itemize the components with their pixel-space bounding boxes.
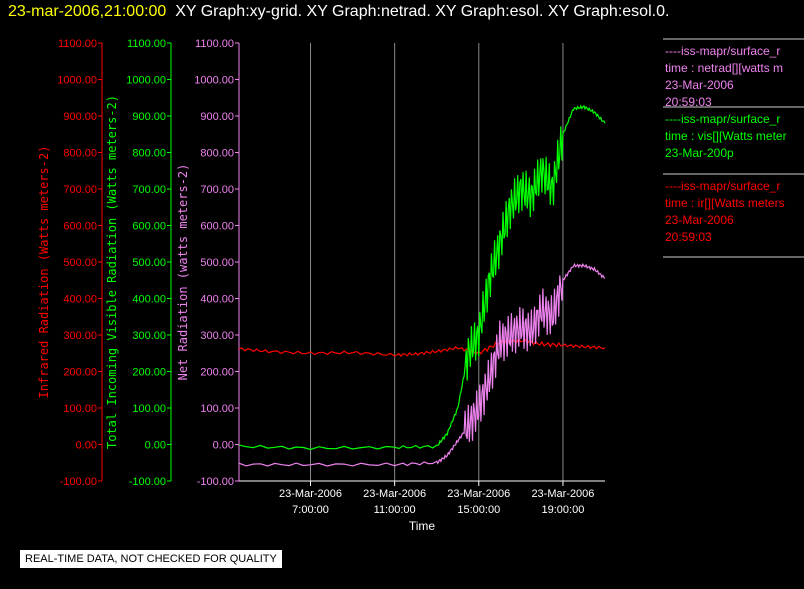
y-tick-label: 800.00 (200, 148, 234, 160)
y-tick-label: 200.00 (200, 367, 234, 379)
y-tick-label: 600.00 (132, 221, 166, 233)
axes: 23-Mar-2006 7:00:00 23-Mar-2006 11:00:00 23-… (37, 38, 605, 533)
y-tick-label: 100.00 (200, 403, 234, 415)
x-tick-label: 15:00:00 (457, 504, 500, 516)
x-tick-label: 19:00:00 (542, 504, 585, 516)
legend-text: ----iss-mapr/surface_r (665, 44, 780, 58)
x-tick-label: 7:00:00 (292, 504, 329, 516)
y-axis-label: Net Radiation (watts meters-2) (176, 164, 190, 381)
y-tick-label: 1100.00 (195, 38, 234, 50)
legend-text: 23-Mar-2006 (665, 78, 734, 92)
y-tick-label: 900.00 (63, 111, 97, 123)
plot-area (238, 104, 606, 467)
y-tick-label: 500.00 (63, 257, 97, 269)
grid-lines (310, 43, 564, 481)
y-tick-label: 500.00 (200, 257, 234, 269)
x-tick-label: 23-Mar-2006 (447, 488, 510, 500)
y-tick-label: 700.00 (200, 184, 234, 196)
quality-disclaimer: REAL-TIME DATA, NOT CHECKED FOR QUALITY (20, 550, 282, 568)
y-tick-label: -100.00 (129, 476, 166, 488)
y-tick-label: 400.00 (63, 294, 97, 306)
legend-text: 23-Mar-2006 (665, 213, 734, 227)
y-tick-label: 0.00 (145, 440, 166, 452)
legend-text: 20:59:03 (665, 95, 712, 109)
legend-text: time : vis[][Watts meter (665, 129, 787, 143)
legend-text: 23-Mar-200p (665, 146, 734, 160)
y-tick-label: 1100.00 (127, 38, 166, 50)
y-tick-label: 300.00 (200, 330, 234, 342)
legend-text: ----iss-mapr/surface_r (665, 179, 780, 193)
y-tick-label: 600.00 (200, 221, 234, 233)
y-axis-label: Total Incoming Visible Radiation (Watts … (105, 95, 119, 449)
series-line (238, 104, 606, 451)
series-line (238, 262, 606, 467)
y-tick-label: 1100.00 (58, 38, 97, 50)
y-tick-label: 500.00 (132, 257, 166, 269)
x-tick-label: 23-Mar-2006 (531, 488, 594, 500)
y-tick-label: 400.00 (200, 294, 234, 306)
legend-text: 20:59:03 (665, 230, 712, 244)
y-tick-label: 200.00 (63, 367, 97, 379)
x-tick-label: 23-Mar-2006 (363, 488, 426, 500)
y-tick-label: 300.00 (132, 330, 166, 342)
y-tick-label: 0.00 (76, 440, 97, 452)
y-tick-label: 1000.00 (194, 75, 234, 87)
y-tick-label: 600.00 (63, 221, 97, 233)
y-tick-label: 300.00 (63, 330, 97, 342)
y-tick-label: -100.00 (197, 476, 234, 488)
legend-text: time : ir[][Watts meters (665, 196, 785, 210)
series-line (238, 337, 606, 358)
y-tick-label: 900.00 (132, 111, 166, 123)
y-tick-label: 0.00 (213, 440, 234, 452)
y-tick-label: -100.00 (60, 476, 97, 488)
title-timestamp: 23-mar-2006,21:00:00 (8, 3, 167, 20)
x-tick-label: 23-Mar-2006 (279, 488, 342, 500)
y-tick-label: 100.00 (63, 403, 97, 415)
title-graph-list: XY Graph:xy-grid. XY Graph:netrad. XY Gr… (175, 3, 670, 20)
y-tick-label: 800.00 (63, 148, 97, 160)
y-tick-label: 400.00 (132, 294, 166, 306)
y-tick-label: 100.00 (132, 403, 166, 415)
legend-text: ----iss-mapr/surface_r (665, 112, 780, 126)
y-tick-label: 700.00 (132, 184, 166, 196)
y-tick-label: 1000.00 (126, 75, 166, 87)
y-tick-label: 900.00 (200, 111, 234, 123)
y-axis-label: Infrared Radiation (Watts meters-2) (37, 146, 51, 399)
y-tick-label: 1000.00 (57, 75, 97, 87)
title-bar: 23-mar-2006,21:00:00 XY Graph:xy-grid. X… (8, 3, 669, 21)
y-tick-label: 700.00 (63, 184, 97, 196)
y-tick-label: 800.00 (132, 148, 166, 160)
y-tick-label: 200.00 (132, 367, 166, 379)
x-axis-label: Time (409, 519, 436, 533)
x-tick-label: 11:00:00 (374, 504, 416, 516)
legend-text: time : netrad[][watts m (665, 61, 783, 75)
